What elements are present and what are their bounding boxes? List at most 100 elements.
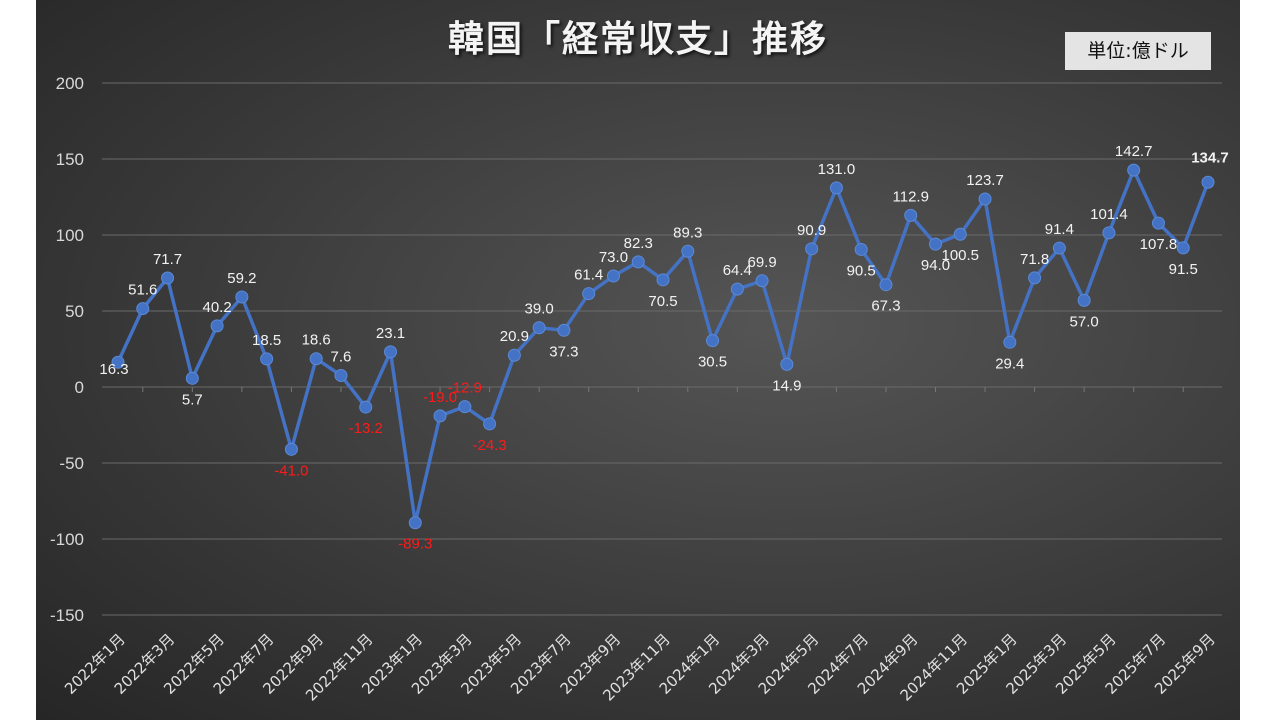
data-label: 51.6 <box>128 282 157 299</box>
y-tick-label: -100 <box>50 530 84 549</box>
data-point-marker <box>706 334 720 348</box>
data-point-marker <box>1028 271 1042 285</box>
data-label: 91.4 <box>1045 221 1074 238</box>
y-tick-label: -50 <box>59 454 84 473</box>
data-point-marker <box>929 237 942 251</box>
data-point-marker <box>1127 163 1141 177</box>
data-label: 57.0 <box>1070 313 1099 330</box>
data-label: 23.1 <box>376 325 405 342</box>
data-point-marker <box>1052 241 1066 255</box>
data-label: -24.3 <box>472 437 506 454</box>
data-label: 82.3 <box>624 235 653 252</box>
data-point-marker <box>161 271 175 285</box>
data-point-marker <box>904 208 918 222</box>
data-label: 101.4 <box>1090 206 1128 223</box>
data-point-marker <box>532 321 546 335</box>
data-label: 18.6 <box>302 332 331 349</box>
latest-value-label: 134.7 <box>1191 149 1229 166</box>
data-point-marker <box>730 282 744 296</box>
data-point-marker <box>1077 293 1091 307</box>
data-point-marker <box>384 345 397 359</box>
data-label: 71.8 <box>1020 251 1049 268</box>
data-point-marker <box>359 400 373 414</box>
data-label: 40.2 <box>202 299 231 316</box>
data-label: 39.0 <box>525 301 554 318</box>
data-point-marker <box>681 244 695 258</box>
data-point-marker <box>829 181 843 195</box>
y-tick-label: -150 <box>50 606 84 625</box>
data-point-marker <box>483 417 497 431</box>
data-point-marker <box>136 302 150 316</box>
data-point-marker <box>854 242 868 256</box>
data-point-marker <box>879 278 893 292</box>
data-label: 107.8 <box>1140 236 1178 253</box>
data-point-marker <box>235 290 249 304</box>
data-point-marker <box>1201 175 1215 189</box>
data-label: -41.0 <box>274 462 308 479</box>
data-point-marker <box>260 352 274 366</box>
data-label: -19.0 <box>423 389 457 406</box>
data-label: 69.9 <box>747 254 776 271</box>
data-label: -89.3 <box>398 536 432 553</box>
data-label: 67.3 <box>871 298 900 315</box>
data-label: 14.9 <box>772 377 801 394</box>
unit-label: 単位:億ドル <box>1065 32 1211 70</box>
y-tick-label: 50 <box>65 302 84 321</box>
data-point-marker <box>606 269 620 283</box>
data-label: 64.4 <box>723 262 752 279</box>
data-point-marker <box>1151 216 1165 230</box>
data-label: 123.7 <box>966 172 1004 189</box>
data-point-marker <box>805 242 819 256</box>
y-tick-label: 100 <box>56 226 84 245</box>
data-point-marker <box>210 319 224 333</box>
data-point-marker <box>557 323 571 337</box>
data-label: 7.6 <box>331 348 352 365</box>
chart-title: 韓国「経常収支」推移 <box>447 19 828 60</box>
data-point-marker <box>780 357 794 371</box>
data-point-marker <box>1003 335 1017 349</box>
data-label: 18.5 <box>252 332 281 349</box>
data-point-marker <box>334 368 348 382</box>
data-label: 29.4 <box>995 355 1024 372</box>
line-chart: 200150100500-50-100-1502022年1月2022年3月202… <box>50 74 1229 705</box>
data-point-marker <box>433 409 447 423</box>
data-point-marker <box>408 516 422 530</box>
data-point-marker <box>507 348 521 362</box>
data-label: 131.0 <box>818 161 856 178</box>
data-label: 59.2 <box>227 270 256 287</box>
data-label: -13.2 <box>349 420 383 437</box>
data-label: 90.5 <box>847 262 876 279</box>
data-point-marker <box>309 352 323 366</box>
data-label: 89.3 <box>673 224 702 241</box>
y-tick-label: 0 <box>75 378 84 397</box>
data-point-marker <box>458 400 472 414</box>
y-tick-label: 150 <box>56 150 84 169</box>
data-label: 90.9 <box>797 222 826 239</box>
data-label: 70.5 <box>648 293 677 310</box>
data-point-marker <box>755 274 769 288</box>
data-point-marker <box>284 442 298 456</box>
data-label: 5.7 <box>182 391 203 408</box>
data-point-marker <box>185 371 199 385</box>
data-point-marker <box>656 273 670 287</box>
data-point-marker <box>582 287 596 301</box>
data-label: 71.7 <box>153 251 182 268</box>
y-tick-label: 200 <box>56 74 84 93</box>
data-label: 16.3 <box>99 361 128 378</box>
data-label: 30.5 <box>698 354 727 371</box>
data-point-marker <box>631 255 645 269</box>
data-label: 91.5 <box>1169 261 1198 278</box>
data-point-marker <box>978 192 992 206</box>
data-label: 20.9 <box>500 328 529 345</box>
data-label: 142.7 <box>1115 143 1153 160</box>
data-point-marker <box>1176 241 1190 255</box>
data-point-marker <box>111 355 125 369</box>
data-point-marker <box>953 227 967 241</box>
data-label: -12.9 <box>448 380 482 397</box>
data-label: 112.9 <box>893 188 929 205</box>
data-label: 100.5 <box>941 247 979 264</box>
data-label: 61.4 <box>574 267 603 284</box>
data-label: 37.3 <box>549 343 578 360</box>
data-label: 73.0 <box>599 249 628 266</box>
chart-slide: 韓国「経常収支」推移 単位:億ドル 200 150 100 50 0 -50 -100 -15… <box>36 0 1240 720</box>
